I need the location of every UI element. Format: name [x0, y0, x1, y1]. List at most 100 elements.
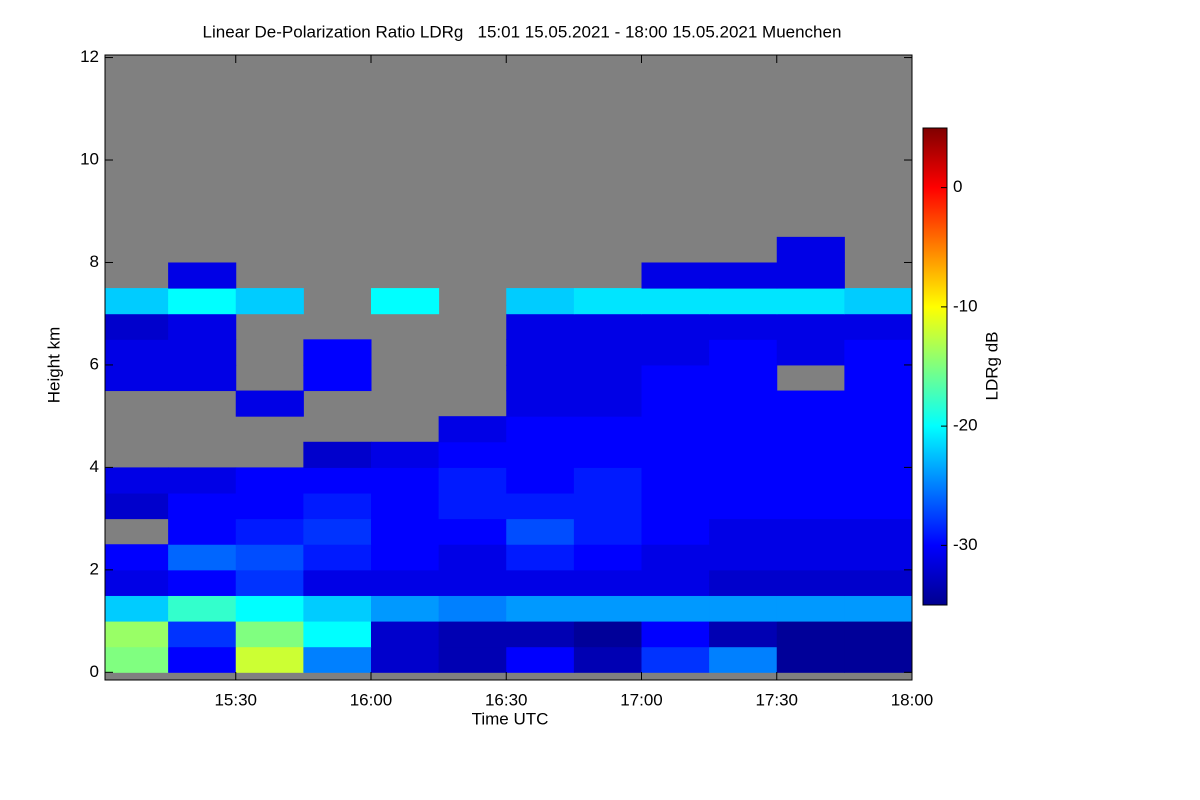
heatmap-cell — [506, 595, 575, 622]
heatmap-cell — [776, 621, 845, 648]
heatmap-cell — [506, 544, 575, 571]
heatmap-cell — [776, 236, 845, 263]
heatmap-cell — [573, 467, 642, 494]
heatmap-cell — [105, 544, 169, 571]
heatmap-cell — [370, 493, 440, 520]
heatmap-cell — [303, 646, 372, 673]
heatmap-cell — [506, 621, 575, 648]
y-tick-label: 10 — [80, 150, 99, 169]
heatmap-cell — [709, 364, 778, 392]
heatmap-cell — [235, 595, 304, 622]
heatmap-cell — [168, 288, 237, 315]
heatmap-cell — [235, 621, 304, 648]
y-tick-label: 4 — [90, 457, 99, 476]
heatmap-cell — [573, 646, 642, 673]
heatmap-cell — [506, 416, 575, 443]
heatmap-cell — [709, 621, 778, 648]
heatmap-cell — [573, 288, 642, 315]
heatmap-cell — [573, 441, 642, 468]
heatmap-cell — [641, 313, 710, 340]
heatmap-cell — [709, 646, 778, 673]
heatmap-cell — [573, 518, 642, 545]
heatmap-cell — [168, 569, 237, 596]
heatmap-cell — [105, 621, 169, 648]
heatmap-cell — [641, 441, 710, 468]
heatmap-cell — [709, 288, 778, 315]
heatmap-cell — [709, 544, 778, 571]
heatmap-cell — [235, 569, 304, 596]
heatmap-cell — [105, 493, 169, 520]
y-tick-label: 6 — [90, 354, 99, 373]
heatmap-cell — [370, 518, 440, 545]
heatmap-cell — [506, 467, 575, 494]
heatmap-cell — [168, 262, 237, 289]
y-tick-label: 8 — [90, 252, 99, 271]
heatmap-cell — [776, 339, 845, 366]
heatmap-cell — [506, 493, 575, 520]
heatmap-cell — [303, 569, 372, 596]
heatmap-cell — [303, 544, 372, 571]
heatmap-cell — [573, 569, 642, 596]
heatmap-cell — [235, 390, 304, 417]
heatmap-cell — [506, 313, 575, 340]
y-tick-label: 12 — [80, 47, 99, 66]
heatmap-cell — [573, 544, 642, 571]
heatmap-cell — [105, 339, 169, 366]
heatmap-cell — [641, 339, 710, 366]
heatmap-cell — [709, 518, 778, 545]
heatmap-cell — [573, 595, 642, 622]
heatmap-cell — [709, 313, 778, 340]
colorbar — [922, 127, 948, 606]
heatmap-cell — [641, 646, 710, 673]
heatmap-cell — [370, 441, 440, 468]
heatmap-cell — [506, 646, 575, 673]
heatmap-cell — [709, 262, 778, 289]
heatmap-cell — [776, 569, 845, 596]
heatmap-cell — [105, 364, 169, 392]
heatmap-cell — [844, 569, 912, 596]
heatmap-cell — [573, 621, 642, 648]
heatmap-cell — [105, 595, 169, 622]
heatmap-cell — [641, 493, 710, 520]
heatmap-cell — [641, 544, 710, 571]
heatmap-cell — [370, 595, 440, 622]
heatmap-cell — [438, 569, 507, 596]
heatmap-cell — [709, 390, 778, 417]
chart-title: Linear De-Polarization Ratio LDRg 15:01 … — [203, 22, 842, 41]
x-tick-label: 17:00 — [620, 690, 663, 709]
heatmap-cell — [168, 646, 237, 673]
heatmap-cell — [168, 595, 237, 622]
heatmap-cell — [168, 621, 237, 648]
heatmap-cell — [573, 339, 642, 366]
heatmap-cell — [303, 339, 372, 366]
heatmap-cell — [641, 569, 710, 596]
heatmap-cell — [370, 569, 440, 596]
heatmap-cell — [303, 595, 372, 622]
x-tick-label: 18:00 — [891, 690, 934, 709]
heatmap-cell — [776, 416, 845, 443]
heatmap-cell — [776, 493, 845, 520]
heatmap-cell — [709, 441, 778, 468]
heatmap-cell — [168, 339, 237, 366]
heatmap-cell — [573, 364, 642, 392]
heatmap-cell — [506, 390, 575, 417]
heatmap-cell — [370, 646, 440, 673]
colorbar-tick-label: 0 — [953, 177, 962, 196]
heatmap-cell — [641, 518, 710, 545]
heatmap-cell — [506, 569, 575, 596]
heatmap-cell — [105, 646, 169, 673]
heatmap-cell — [844, 416, 912, 443]
heatmap-cell — [844, 288, 912, 315]
heatmap-cell — [641, 364, 710, 392]
heatmap-cell — [709, 416, 778, 443]
heatmap-cell — [438, 416, 507, 443]
heatmap-cell — [641, 288, 710, 315]
heatmap-cell — [844, 595, 912, 622]
heatmap-cell — [844, 339, 912, 366]
heatmap-cell — [844, 467, 912, 494]
heatmap-cell — [641, 467, 710, 494]
heatmap-cell — [168, 518, 237, 545]
heatmap-cell — [303, 467, 372, 494]
heatmap-cell — [168, 544, 237, 571]
heatmap-cell — [370, 288, 440, 315]
